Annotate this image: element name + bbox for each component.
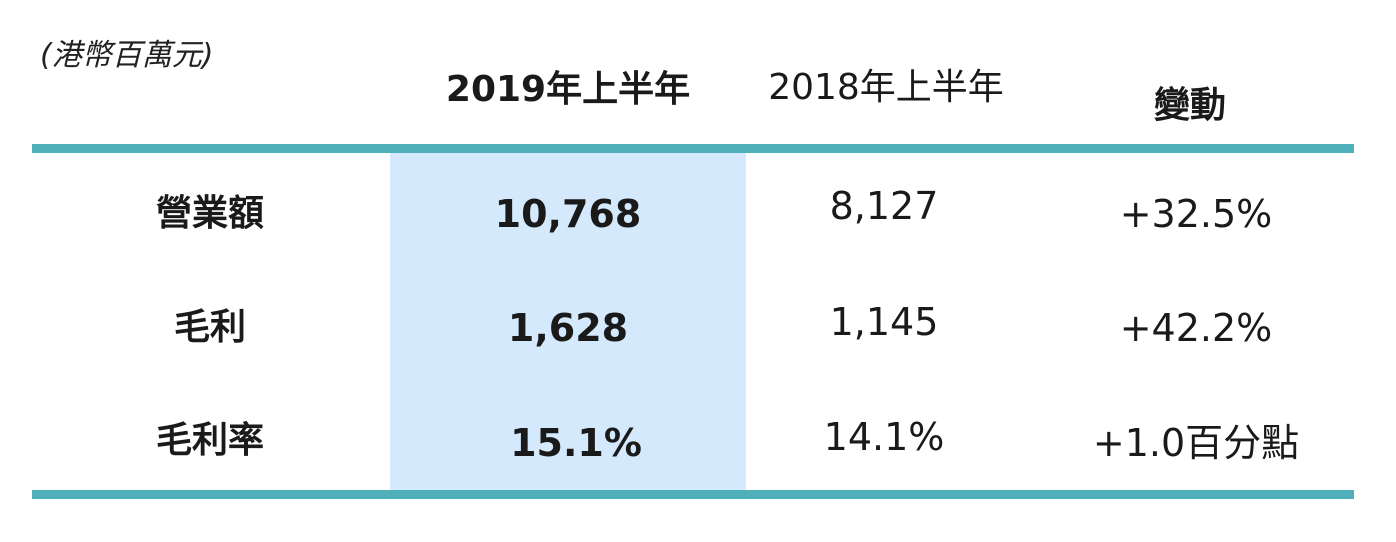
row-label-gross-margin: 毛利率 <box>155 420 265 461</box>
column-header-2018h1: 2018年上半年 <box>768 67 1004 108</box>
column-header-2019h1: 2019年上半年 <box>445 69 691 110</box>
column-header-change: 變動 <box>1153 85 1227 126</box>
cell-revenue-2019h1: 10,768 <box>494 192 642 236</box>
unit-label: (港幣百萬元) <box>40 38 214 73</box>
highlight-column <box>390 153 746 491</box>
row-label-revenue: 營業額 <box>155 193 265 234</box>
row-label-gross-profit: 毛利 <box>173 307 247 348</box>
cell-gross-margin-change: +1.0百分點 <box>1092 421 1300 465</box>
cell-gross-profit-change: +42.2% <box>1119 306 1273 350</box>
cell-gross-profit-2018h1: 1,145 <box>829 300 939 344</box>
cell-gross-profit-2019h1: 1,628 <box>507 306 629 350</box>
footer-rule <box>32 490 1354 499</box>
header-rule <box>32 144 1354 153</box>
cell-revenue-2018h1: 8,127 <box>829 184 939 228</box>
cell-revenue-change: +32.5% <box>1119 192 1273 236</box>
cell-gross-margin-2018h1: 14.1% <box>823 415 945 459</box>
cell-gross-margin-2019h1: 15.1% <box>510 421 642 465</box>
